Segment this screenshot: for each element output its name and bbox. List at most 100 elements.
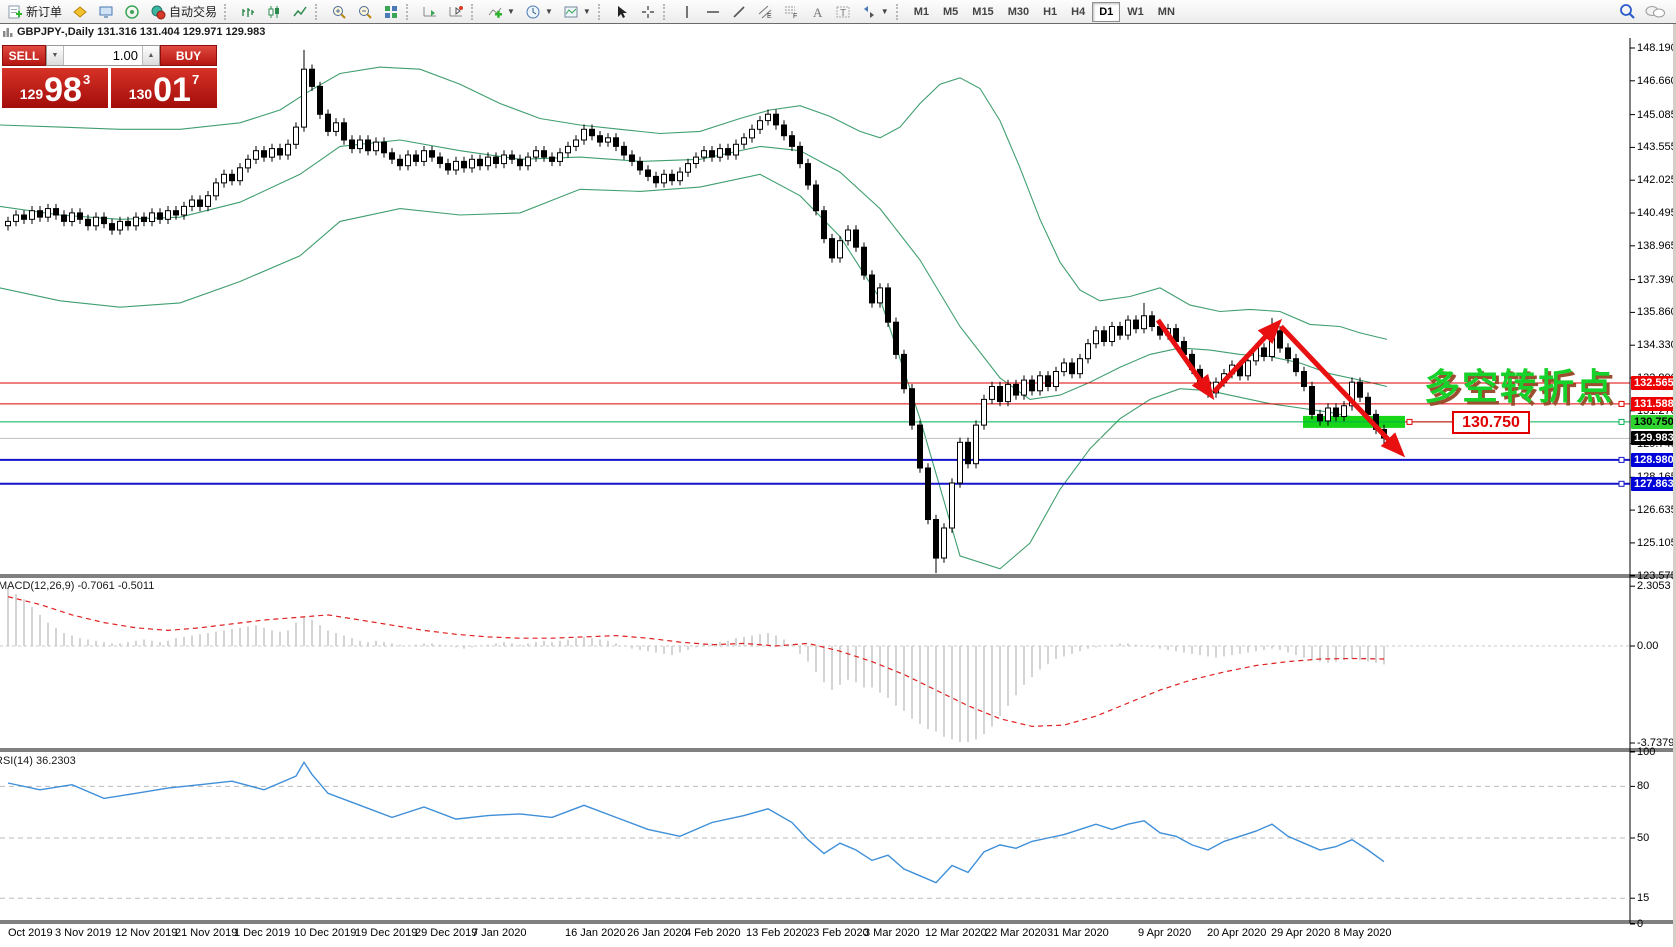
candle-body [861,246,867,276]
signal-button[interactable] [119,0,145,23]
bar-chart-mode-button[interactable] [235,0,261,23]
candle-body [93,216,99,227]
candle-body [741,137,747,145]
price-level-annotation[interactable]: 130.750 [1452,411,1530,434]
candle-body [165,210,171,220]
line-handle[interactable] [1618,456,1625,463]
zoom-out-button[interactable] [352,0,378,23]
candle-body [85,218,91,227]
candle-body [1277,330,1283,349]
crosshair-tool-button[interactable] [635,0,661,23]
sell-price-pips: 98 [44,71,82,109]
candle-body [437,156,443,165]
candle-body [149,212,155,222]
search-icon[interactable] [1619,3,1636,20]
candle-body [941,527,947,559]
price-tick-label: 135.860 [1637,306,1676,318]
volume-down-button[interactable]: ▼ [47,46,64,65]
channel-tool-button[interactable]: E [752,0,778,23]
timeframe-button-h1[interactable]: H1 [1043,5,1058,18]
buy-price[interactable]: 130 01 7 [111,68,217,108]
timeframe-button-mn[interactable]: MN [1157,5,1175,18]
text-tool-button[interactable]: A [804,0,830,23]
trendline-tool-button[interactable] [726,0,752,23]
templates-button[interactable]: ▼ [558,0,596,23]
price-tick-label: 123.575 [1637,570,1676,582]
rsi-indicator-label: RSI(14) 36.2303 [0,755,76,767]
volume-up-button[interactable]: ▲ [142,46,159,65]
auto-scroll-button[interactable] [417,0,443,23]
svg-text:T: T [840,8,846,19]
candle-body [1117,326,1123,336]
candle-body [997,386,1003,402]
periods-button[interactable]: ▼ [520,0,558,23]
horizontal-line-tool-button[interactable] [700,0,726,23]
cursor-tool-button[interactable] [609,0,635,23]
timeframe-button-h4[interactable]: H4 [1071,5,1086,18]
timeframe-button-m1[interactable]: M1 [913,5,929,18]
turning-point-annotation[interactable]: 多空转折点 [1424,366,1615,407]
line-handle[interactable] [1406,418,1413,425]
chart-canvas[interactable] [0,24,1676,947]
label-icon: T [836,6,850,19]
chat-icon[interactable] [1644,4,1666,20]
candle-body [725,148,731,156]
date-label: 23 Feb 2020 [807,927,869,939]
indicators-button[interactable]: ▼ [482,0,520,23]
candle-body [1093,330,1099,345]
label-tool-button[interactable]: T [830,0,856,23]
vertical-line-tool-button[interactable] [674,0,700,23]
market-watch-button[interactable] [67,0,93,23]
candle-body [925,467,931,520]
candle-body [717,148,723,158]
auto-trading-button[interactable]: 自动交易 [145,0,222,23]
new-order-button[interactable]: 新订单 [2,0,67,23]
candle-body [909,388,915,426]
macd-signal-line [7,596,1385,728]
candle-body [1077,358,1083,375]
terminal-button[interactable] [93,0,119,23]
line-handle[interactable] [1618,418,1625,425]
dropdown-arrow-icon: ▼ [507,7,515,16]
candle-body [837,240,843,259]
toolbar-grip [662,3,670,20]
buy-price-pips: 01 [153,71,191,109]
line-handle[interactable] [1618,400,1625,407]
candle-body [365,139,371,152]
timeframe-button-d1[interactable]: D1 [1092,1,1121,22]
rsi-scale-label: 0 [1637,918,1644,930]
candle-body [1309,386,1315,415]
date-label: 9 Apr 2020 [1138,927,1192,939]
timeframe-button-m15[interactable]: M15 [972,5,994,18]
bollinger-middle-band [0,139,1388,400]
candle-body [269,148,275,158]
candle-body [29,210,35,220]
shapes-tool-button[interactable]: ▼ [856,0,894,23]
fibonacci-tool-button[interactable]: F [778,0,804,23]
timeframe-button-m5[interactable]: M5 [943,5,959,18]
timeframe-button-m30[interactable]: M30 [1007,5,1030,18]
trend-arrow[interactable] [1212,318,1283,394]
sell-price[interactable]: 129 98 3 [2,68,108,108]
volume-input[interactable]: 1.00 [112,48,138,63]
trend-arrow[interactable] [1279,324,1406,458]
candle-body [885,287,891,323]
bollinger-lower-band [0,173,1388,570]
tile-windows-icon [385,5,398,18]
line-handle[interactable] [1618,480,1625,487]
candle-body [597,135,603,143]
zoom-in-button[interactable] [326,0,352,23]
chart-shift-button[interactable] [443,0,469,23]
cursor-icon [617,5,627,18]
line-chart-mode-button[interactable] [287,0,313,23]
zoom-in-icon [333,5,346,19]
svg-text:A: A [813,5,823,20]
timeframe-button-w1[interactable]: W1 [1127,5,1144,18]
trend-arrow[interactable] [1155,318,1215,401]
candlestick-mode-button[interactable] [261,0,287,23]
buy-button[interactable]: BUY [160,45,217,66]
sell-button[interactable]: SELL [2,45,46,66]
tile-windows-button[interactable] [378,0,404,23]
candle-body [301,68,307,128]
candle-body [1125,319,1131,336]
